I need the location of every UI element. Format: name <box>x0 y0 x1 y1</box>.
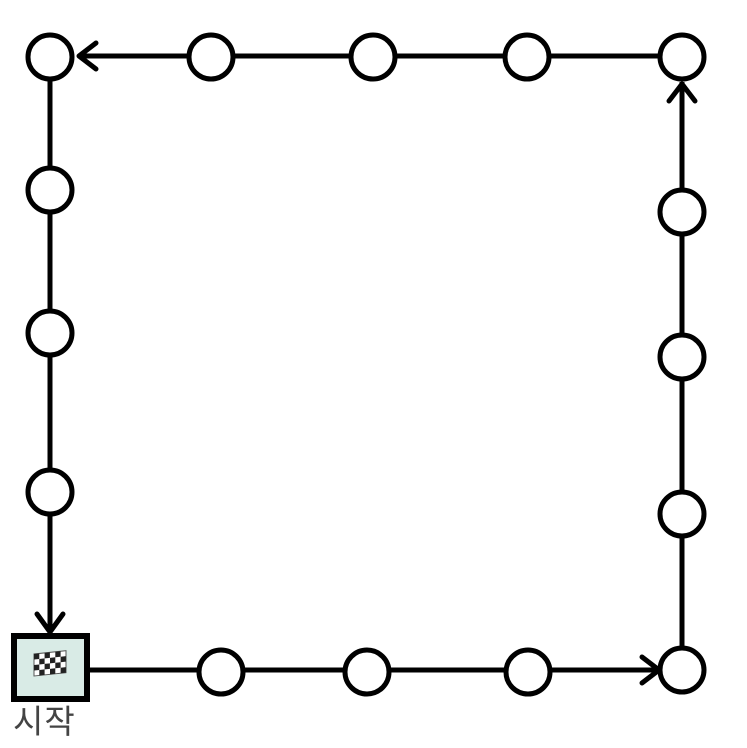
right-space-3 <box>657 187 707 237</box>
left-space-3 <box>25 467 75 517</box>
checkered-flag-icon <box>33 650 67 677</box>
arrow-to-start <box>34 611 66 635</box>
right-space-1 <box>657 489 707 539</box>
top-space-3 <box>502 32 552 82</box>
arrow-to-top-left <box>76 40 99 72</box>
left-space-1 <box>25 165 75 215</box>
arrow-to-top-right <box>666 81 698 104</box>
start-space <box>11 633 90 702</box>
right-space-2 <box>657 332 707 382</box>
corner-bottom-right-space <box>657 645 707 695</box>
bottom-space-3 <box>503 647 553 697</box>
start-label: 시작 <box>13 702 76 741</box>
bottom-space-1 <box>196 647 246 697</box>
path-lines <box>47 53 685 673</box>
corner-top-left-space <box>25 32 75 82</box>
top-space-1 <box>186 32 236 82</box>
bottom-space-2 <box>342 647 392 697</box>
top-space-2 <box>348 32 398 82</box>
corner-top-right-space <box>657 32 707 82</box>
left-space-2 <box>25 308 75 358</box>
